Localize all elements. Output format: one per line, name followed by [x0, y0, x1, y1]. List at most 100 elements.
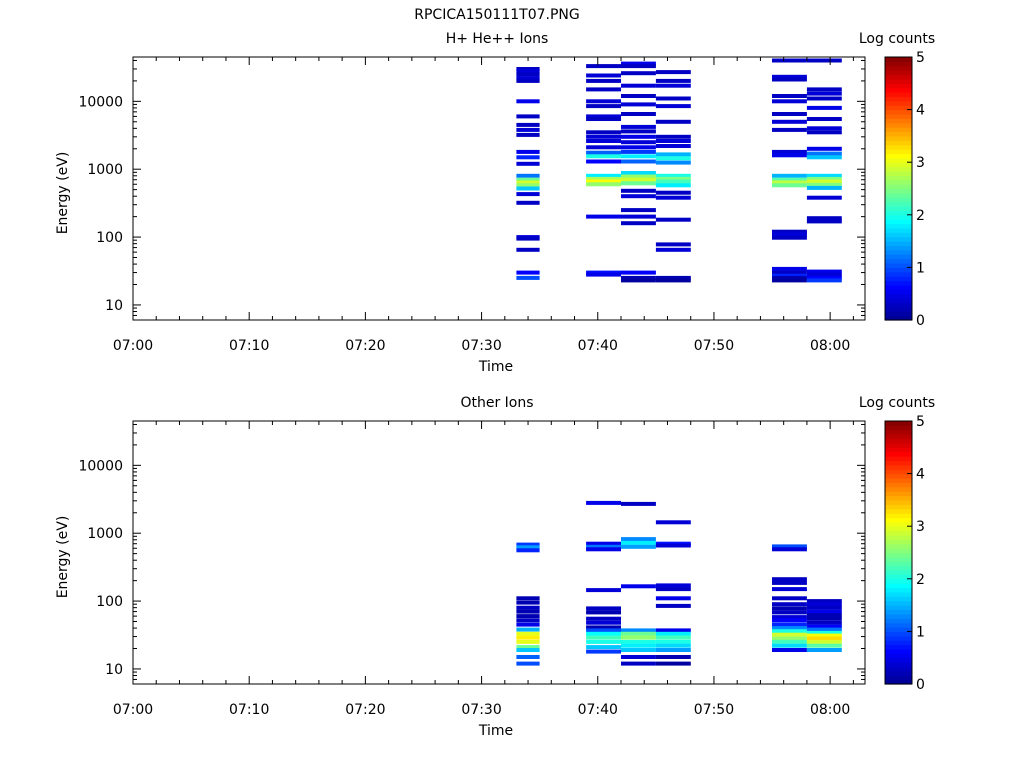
colorbar-segment	[885, 622, 912, 628]
colorbar-segment	[885, 192, 912, 198]
colorbar-segment	[885, 197, 912, 203]
heatmap-cell	[516, 645, 540, 650]
colorbar-segment	[885, 591, 912, 597]
colorbar-segment	[885, 201, 912, 207]
heatmap-cell	[586, 87, 621, 92]
heatmap-cell	[586, 588, 621, 593]
colorbar-segment	[885, 613, 912, 619]
colorbar-tick-label: 0	[916, 677, 925, 693]
heatmap-cell	[516, 161, 540, 166]
colorbar-label: Log counts	[859, 31, 935, 47]
colorbar-tick-label: 1	[916, 260, 925, 276]
heatmap-cell	[516, 122, 540, 127]
colorbar-segment	[885, 254, 912, 260]
heatmap-cell	[772, 629, 807, 634]
colorbar-segment	[885, 556, 912, 562]
heatmap-cell	[806, 639, 842, 644]
heatmap-cell	[655, 278, 691, 283]
colorbar-segment	[885, 157, 912, 163]
heatmap-cell	[655, 543, 691, 548]
heatmap-cell	[655, 83, 691, 88]
heatmap-cell	[516, 631, 540, 636]
heatmap-cell	[655, 583, 691, 588]
heatmap-cell	[772, 180, 807, 185]
heatmap-cell	[621, 61, 656, 66]
heatmap-cell	[772, 229, 807, 234]
heatmap-cell	[516, 114, 540, 119]
heatmap-cell	[806, 173, 842, 178]
heatmap-cell	[516, 127, 540, 132]
colorbar-segment	[885, 315, 912, 321]
colorbar-segment	[885, 508, 912, 514]
plot-frame	[132, 56, 866, 321]
colorbar-segment	[885, 306, 912, 312]
heatmap-cell	[806, 151, 842, 156]
colorbar-segment	[885, 166, 912, 172]
colorbar-segment	[885, 284, 912, 290]
axes-ticks: 07:00 07:10 07:20 07:30 07:40 07:50 08:00 10 100…	[78, 421, 865, 718]
heatmap-cell	[806, 624, 842, 629]
heatmap-cell	[516, 183, 540, 188]
heatmap-cell	[772, 278, 807, 283]
figure-title: RPCICA150111T07.PNG	[414, 7, 579, 23]
heatmap-cell	[772, 622, 807, 627]
heatmap-cell	[586, 117, 621, 121]
panel-other-ions: Other Ions 07:00 07:10 07:20 07:30 07:40 07:5…	[55, 395, 935, 739]
heatmap-cell	[516, 186, 540, 191]
colorbar-segment	[885, 298, 912, 304]
heatmap-cell	[586, 645, 621, 650]
heatmap-cell	[806, 126, 842, 131]
colorbar-segment	[885, 425, 912, 431]
heatmap-cell	[772, 602, 807, 607]
heatmap-cell	[586, 541, 621, 546]
heatmap-cell	[516, 648, 540, 652]
heatmap-cell	[516, 639, 540, 644]
heatmap-cell	[772, 149, 807, 154]
heatmap-cell	[516, 609, 540, 614]
heatmap-cell	[586, 500, 621, 505]
heatmap-cell	[655, 134, 691, 139]
heatmap-cell	[772, 544, 807, 549]
heatmap-cell	[516, 622, 540, 627]
heatmap-cell	[586, 154, 621, 159]
heatmap-cell	[621, 140, 656, 145]
colorbar-segment	[885, 421, 912, 426]
heatmap-cell	[772, 636, 807, 641]
colorbar-segment	[885, 662, 912, 668]
colorbar-segment	[885, 122, 912, 128]
heatmap-cell	[586, 150, 621, 155]
x-tick-label: 07:40	[578, 702, 618, 718]
heatmap-cell	[621, 221, 656, 226]
colorbar-segment	[885, 548, 912, 554]
heatmap-cell	[586, 64, 621, 69]
heatmap-cell	[621, 655, 656, 659]
heatmap-cell	[806, 616, 842, 621]
colorbar-segment	[885, 429, 912, 435]
heatmap-cell	[621, 102, 656, 107]
colorbar-segment	[885, 271, 912, 277]
colorbar-segment	[885, 653, 912, 659]
colorbar-tick-label: 2	[916, 572, 925, 588]
heatmap-cell	[516, 661, 540, 666]
heatmap-cell	[516, 236, 540, 241]
colorbar-segment	[885, 495, 912, 501]
colorbar-segment	[885, 153, 912, 159]
heatmap-cell	[655, 152, 691, 157]
colorbar-segment	[885, 504, 912, 510]
heatmap-cell	[806, 96, 842, 101]
colorbar-segment	[885, 644, 912, 650]
heatmap-cell	[655, 596, 691, 601]
colorbar-segment	[885, 499, 912, 505]
x-tick-label: 07:30	[461, 338, 501, 354]
heatmap-cell	[586, 99, 621, 104]
heatmap-cell	[586, 272, 621, 277]
colorbar-segment	[885, 631, 912, 637]
y-tick-label: 1000	[87, 162, 123, 178]
heatmap-cell	[655, 160, 691, 165]
x-axis-label: Time	[478, 359, 513, 375]
colorbar-segment	[885, 232, 912, 238]
colorbar-segment	[885, 482, 912, 488]
heatmap-cell	[621, 278, 656, 283]
heatmap-cell	[772, 587, 807, 592]
colorbar-segment	[885, 144, 912, 150]
